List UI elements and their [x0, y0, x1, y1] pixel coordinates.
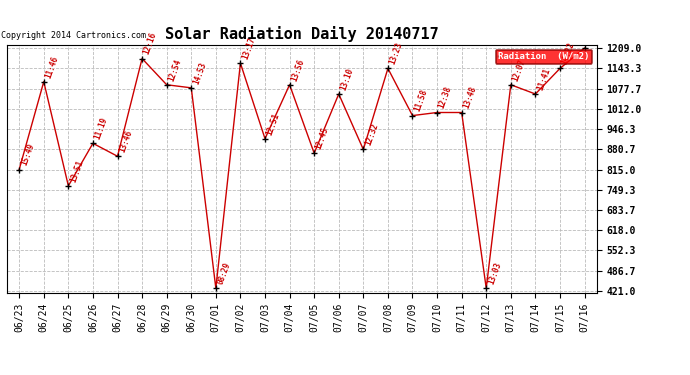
Text: 12:45: 12:45	[314, 126, 331, 151]
Text: 11:58: 11:58	[413, 88, 429, 113]
Text: 14:22: 14:22	[560, 41, 576, 66]
Text: 08:29: 08:29	[216, 261, 233, 286]
Legend: Radiation  (W/m2): Radiation (W/m2)	[495, 50, 592, 64]
Text: 11:19: 11:19	[93, 116, 109, 141]
Text: 13:10: 13:10	[339, 67, 355, 92]
Text: 12:54: 12:54	[167, 57, 183, 82]
Text: 13:17: 13:17	[240, 36, 257, 61]
Text: 12:07: 12:07	[511, 57, 527, 82]
Text: 14:53: 14:53	[191, 61, 208, 86]
Text: Copyright 2014 Cartronics.com: Copyright 2014 Cartronics.com	[1, 31, 146, 40]
Text: 13:48: 13:48	[462, 85, 478, 110]
Text: 12:51: 12:51	[265, 111, 282, 136]
Text: 13:51: 13:51	[68, 159, 85, 183]
Text: 13:23: 13:23	[388, 41, 404, 66]
Text: 12:32: 12:32	[364, 122, 380, 147]
Text: 11:41: 11:41	[535, 67, 552, 92]
Text: 13:56: 13:56	[290, 57, 306, 82]
Text: 15:49: 15:49	[19, 142, 36, 167]
Text: 12:38: 12:38	[437, 85, 453, 110]
Text: 12:16: 12:16	[142, 31, 159, 56]
Text: 11:46: 11:46	[43, 54, 60, 79]
Text: 13:46: 13:46	[117, 129, 134, 154]
Text: 13:03: 13:03	[486, 261, 502, 286]
Title: Solar Radiation Daily 20140717: Solar Radiation Daily 20140717	[165, 27, 439, 42]
